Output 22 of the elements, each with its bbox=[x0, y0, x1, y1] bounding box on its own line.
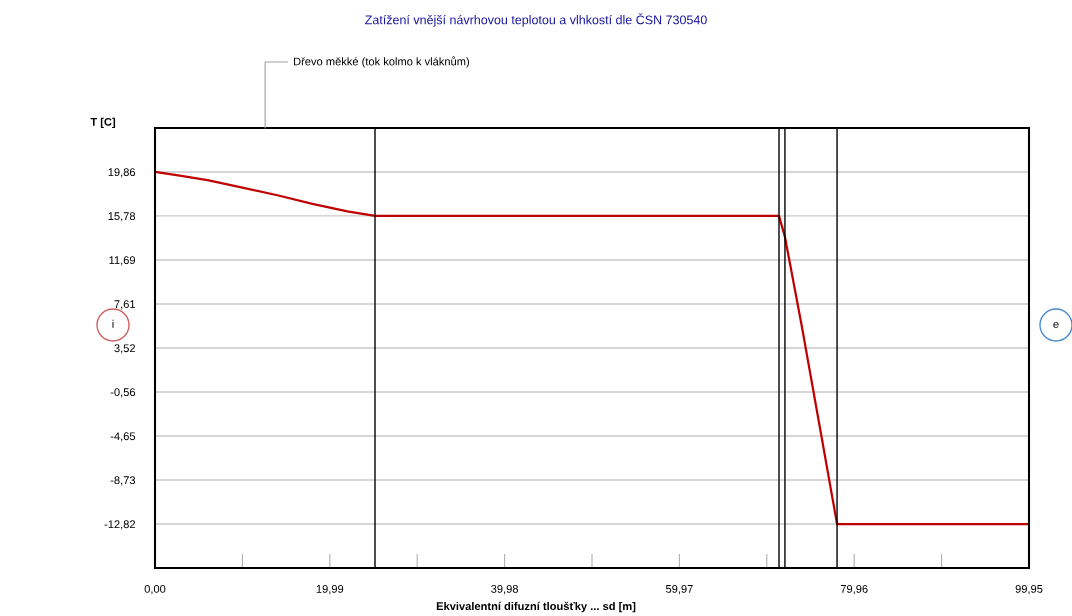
x-tick-label: 19,99 bbox=[316, 584, 344, 595]
chart-title: Zatížení vnější návrhovou teplotou a vlhkostí dle ČSN 730540 bbox=[365, 13, 707, 27]
y-tick-label: 19,86 bbox=[108, 168, 136, 178]
x-tick-label: 99,95 bbox=[1015, 584, 1043, 595]
x-tick-label: 59,97 bbox=[665, 584, 693, 595]
y-tick-label: 15,78 bbox=[108, 212, 136, 222]
text: Dřevo měkké (tok kolmo k vláknům) bbox=[294, 56, 469, 68]
y-axis-title: T [C] bbox=[90, 117, 116, 128]
x-axis-title: Ekvivalentní difuzní tloušťky ... sd [m] bbox=[436, 601, 636, 613]
y-tick-label: 11,69 bbox=[109, 256, 136, 266]
y-tick-label: 7,61 bbox=[114, 300, 136, 310]
x-tick-label: 0,00 bbox=[144, 584, 166, 595]
x-tick-label: 39,98 bbox=[491, 584, 519, 595]
y-tick-label: -12,82 bbox=[104, 520, 135, 530]
y-tick-label: 3,52 bbox=[114, 344, 135, 354]
text: e bbox=[1053, 321, 1059, 328]
y-tick-label: -8,73 bbox=[110, 476, 136, 486]
text: i bbox=[112, 319, 114, 328]
y-tick-label: -0,56 bbox=[110, 388, 136, 398]
y-tick-label: -4,65 bbox=[110, 432, 136, 442]
x-tick-label: 79,96 bbox=[840, 584, 868, 595]
line-series bbox=[155, 170, 1029, 526]
